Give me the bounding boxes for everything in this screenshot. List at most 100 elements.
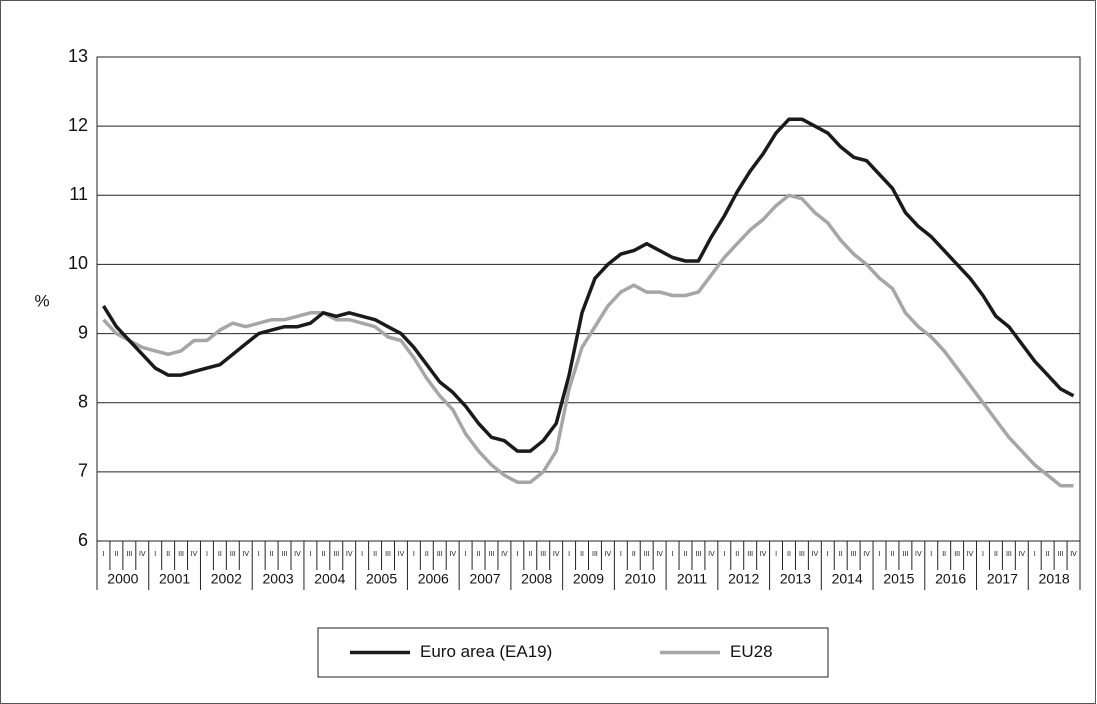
y-tick-label: 6 <box>78 530 88 550</box>
x-tick-label: III <box>178 551 184 558</box>
x-tick-label: IV <box>398 551 405 558</box>
x-tick-label: I <box>309 551 311 558</box>
series-line <box>102 193 1074 488</box>
x-tick-label: I <box>982 551 984 558</box>
x-tick-label: IV <box>139 551 146 558</box>
x-tick-label: I <box>1034 551 1036 558</box>
x-tick-label: III <box>592 551 598 558</box>
x-tick-label: II <box>787 551 791 558</box>
x-tick-label: IV <box>294 551 301 558</box>
x-tick-label: I <box>465 551 467 558</box>
y-tick-label: 7 <box>78 461 88 481</box>
x-tick-label: IV <box>656 551 663 558</box>
y-tick-label: 8 <box>78 391 88 411</box>
x-tick-label: II <box>218 551 222 558</box>
x-tick-label: IV <box>501 551 508 558</box>
x-tick-label: III <box>799 551 805 558</box>
x-tick-label: I <box>258 551 260 558</box>
y-tick-label: 12 <box>68 115 88 135</box>
y-tick-label: 13 <box>68 46 88 66</box>
x-tick-label: IV <box>346 551 353 558</box>
year-label: 2018 <box>1039 571 1070 587</box>
year-label: 2001 <box>159 571 190 587</box>
y-tick-label: 10 <box>68 253 88 273</box>
x-tick-label: III <box>437 551 443 558</box>
x-tick-label: IV <box>605 551 612 558</box>
x-tick-label: II <box>270 551 274 558</box>
y-tick-label: 9 <box>78 322 88 342</box>
x-tick-label: II <box>684 551 688 558</box>
x-tick-label: III <box>696 551 702 558</box>
x-tick-label: III <box>747 551 753 558</box>
year-label: 2015 <box>883 571 914 587</box>
year-label: 2006 <box>418 571 449 587</box>
x-tick-label: IV <box>863 551 870 558</box>
x-tick-label: II <box>528 551 532 558</box>
x-tick-label: I <box>775 551 777 558</box>
x-tick-label: III <box>282 551 288 558</box>
x-tick-label: IV <box>915 551 922 558</box>
x-tick-label: IV <box>967 551 974 558</box>
year-label: 2002 <box>211 571 242 587</box>
year-label: 2014 <box>832 571 863 587</box>
y-axis-label: % <box>34 291 49 310</box>
x-tick-label: III <box>1006 551 1012 558</box>
legend-label: EU28 <box>730 642 773 661</box>
x-tick-label: I <box>102 551 104 558</box>
x-tick-label: III <box>126 551 132 558</box>
x-tick-label: II <box>114 551 118 558</box>
legend-label: Euro area (EA19) <box>420 642 552 661</box>
x-tick-label: III <box>851 551 857 558</box>
x-tick-label: II <box>425 551 429 558</box>
x-tick-label: II <box>839 551 843 558</box>
x-tick-label: III <box>644 551 650 558</box>
x-tick-label: I <box>361 551 363 558</box>
year-label: 2010 <box>625 571 656 587</box>
x-tick-label: IV <box>1018 551 1025 558</box>
x-tick-label: III <box>902 551 908 558</box>
x-tick-label: II <box>166 551 170 558</box>
x-tick-label: I <box>620 551 622 558</box>
y-tick-label: 11 <box>69 184 88 204</box>
year-label: 2016 <box>935 571 966 587</box>
x-tick-label: I <box>930 551 932 558</box>
x-tick-label: II <box>942 551 946 558</box>
x-tick-label: IV <box>242 551 249 558</box>
x-tick-label: III <box>540 551 546 558</box>
x-tick-label: I <box>723 551 725 558</box>
x-tick-label: I <box>672 551 674 558</box>
x-tick-label: IV <box>1070 551 1077 558</box>
x-tick-label: III <box>1058 551 1064 558</box>
year-label: 2013 <box>780 571 811 587</box>
x-tick-label: IV <box>708 551 715 558</box>
x-tick-label: III <box>954 551 960 558</box>
year-label: 2004 <box>314 571 345 587</box>
x-tick-label: II <box>735 551 739 558</box>
x-tick-label: IV <box>760 551 767 558</box>
series-line <box>102 117 1075 453</box>
x-tick-label: II <box>1046 551 1050 558</box>
x-tick-label: I <box>154 551 156 558</box>
x-tick-label: II <box>373 551 377 558</box>
year-label: 2017 <box>987 571 1018 587</box>
x-tick-label: I <box>206 551 208 558</box>
x-tick-label: I <box>516 551 518 558</box>
x-tick-label: III <box>385 551 391 558</box>
x-tick-label: II <box>632 551 636 558</box>
x-tick-label: I <box>827 551 829 558</box>
x-tick-label: IV <box>812 551 819 558</box>
x-tick-label: I <box>413 551 415 558</box>
x-tick-label: II <box>321 551 325 558</box>
year-label: 2003 <box>263 571 294 587</box>
x-tick-label: III <box>333 551 339 558</box>
year-label: 2009 <box>573 571 604 587</box>
x-tick-label: III <box>489 551 495 558</box>
x-tick-label: IV <box>553 551 560 558</box>
year-label: 2012 <box>728 571 759 587</box>
x-tick-label: II <box>994 551 998 558</box>
year-label: 2011 <box>677 571 707 587</box>
year-label: 2000 <box>107 571 138 587</box>
x-tick-label: IV <box>449 551 456 558</box>
x-tick-label: II <box>477 551 481 558</box>
